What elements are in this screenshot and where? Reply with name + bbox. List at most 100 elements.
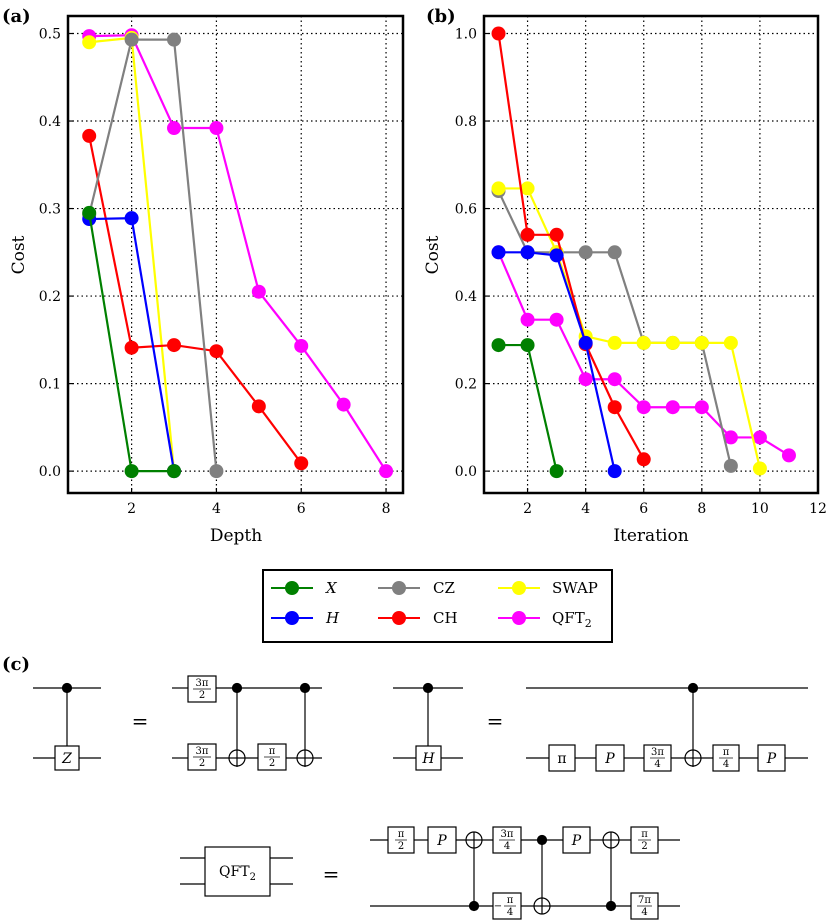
- xtick-label: 6: [297, 501, 306, 517]
- ytick-label: 0.3: [39, 202, 61, 218]
- data-point-swap: [694, 335, 709, 350]
- gate-p-2: [757, 744, 786, 772]
- xtick-label: 2: [523, 501, 532, 517]
- xtick-label: 6: [639, 501, 648, 517]
- frac-num: π: [641, 829, 648, 840]
- data-point-ch: [167, 338, 182, 353]
- frac-den: 4: [654, 759, 660, 770]
- legend-label-qft-sub: 2: [585, 617, 592, 630]
- data-point-swap: [752, 461, 767, 476]
- ytick-label: 0.4: [39, 114, 61, 130]
- panel-label-c: (c): [2, 654, 30, 675]
- ch-decomposition: π P P 3π 4 π 4: [526, 682, 808, 772]
- data-point-swap: [665, 335, 680, 350]
- data-point-swap: [520, 181, 535, 196]
- qft2-decomposition: π 2 P 3π 4 P π 2 − π 4 7π 4: [370, 826, 680, 920]
- legend-label-cz: CZ: [433, 579, 455, 597]
- frac-den: 4: [641, 907, 647, 918]
- series-line-h: [498, 251, 616, 472]
- data-point-qft2: [781, 448, 796, 463]
- equals-2: =: [487, 709, 504, 733]
- data-point-qft2: [578, 372, 593, 387]
- legend-label-x: X: [325, 579, 338, 597]
- series-line-swap: [498, 187, 761, 469]
- data-point-swap: [82, 35, 97, 50]
- data-point-ch: [549, 227, 564, 242]
- ytick-label: 0.5: [39, 27, 61, 43]
- control-dot: [605, 900, 617, 912]
- data-point-qft2: [549, 312, 564, 327]
- legend-label-qft-main: QFT: [552, 609, 585, 627]
- control-dot: [231, 682, 243, 694]
- data-point-h: [520, 245, 535, 260]
- control-dot: [422, 682, 434, 694]
- data-point-ch: [607, 400, 622, 415]
- xtick-label: 2: [127, 501, 136, 517]
- panel-label-a: (a): [2, 6, 31, 27]
- xtick-label: 10: [751, 501, 769, 517]
- xtick-label: 12: [809, 501, 827, 517]
- data-point-ch: [520, 227, 535, 242]
- ytick-label: 0.0: [39, 464, 61, 480]
- series-line-qft2: [89, 34, 387, 472]
- data-point-qft2: [694, 400, 709, 415]
- qft2-label: QFT2: [219, 864, 256, 883]
- legend-label-swap: SWAP: [552, 579, 598, 597]
- frac-den: 2: [199, 758, 205, 769]
- data-point-cz: [723, 458, 738, 473]
- data-point-qft2: [209, 121, 224, 136]
- legend-label-ch: CH: [433, 609, 458, 627]
- chart-a: Cost Depth 2 4 6 8 0.0 0.1 0.2 0.3 0.4 0.5: [9, 14, 405, 546]
- data-point-x: [491, 338, 506, 353]
- legend-marker-cz: [392, 581, 406, 595]
- data-point-ch: [82, 128, 97, 143]
- data-point-qft2: [336, 397, 351, 412]
- chart-b-ylabel: Cost: [423, 235, 443, 274]
- legend: X H CZ CH SWAP QFT2: [262, 569, 613, 643]
- series-line-ch: [497, 33, 645, 460]
- data-point-ch: [251, 399, 266, 414]
- control-dot: [61, 682, 73, 694]
- data-point-ch: [636, 452, 651, 467]
- series-line-cz: [88, 38, 218, 472]
- legend-label-h: H: [325, 609, 340, 627]
- data-point-x: [549, 464, 564, 479]
- ytick-label: 0.4: [455, 289, 477, 305]
- frac-num: 3π: [651, 747, 664, 758]
- qft2-circuit-left: QFT2: [180, 846, 293, 897]
- legend-entry-qft2: QFT2: [498, 609, 592, 630]
- frac-num: π: [723, 747, 730, 758]
- gate-p-label: P: [604, 751, 615, 767]
- gate-h-label: H: [421, 751, 435, 767]
- data-point-qft2: [607, 372, 622, 387]
- legend-entry-x: X: [271, 579, 338, 597]
- data-point-qft2: [636, 400, 651, 415]
- data-point-h: [549, 248, 564, 263]
- data-point-x: [520, 338, 535, 353]
- plot-frame: [482, 14, 820, 495]
- frac-den: 2: [641, 841, 647, 852]
- legend-marker-qft2: [512, 611, 526, 625]
- cz-circuit-left: Z: [33, 682, 101, 771]
- control-dot: [687, 682, 699, 694]
- gate-p-label: P: [571, 833, 582, 849]
- data-point-qft2: [379, 464, 394, 479]
- legend-marker-ch: [392, 611, 406, 625]
- frac-den: 4: [723, 759, 729, 770]
- data-point-cz: [167, 32, 182, 47]
- data-point-cz: [124, 32, 139, 47]
- xtick-label: 8: [697, 501, 706, 517]
- chart-a-xlabel: Depth: [210, 526, 262, 546]
- xtick-label: 8: [382, 501, 391, 517]
- xtick-label: 4: [581, 501, 590, 517]
- gate-pi: [548, 744, 576, 772]
- data-point-qft2: [752, 430, 767, 445]
- data-point-qft2: [723, 430, 738, 445]
- data-point-h: [124, 211, 139, 226]
- data-point-swap: [491, 181, 506, 196]
- data-point-cz: [209, 464, 224, 479]
- data-point-x: [82, 205, 97, 220]
- ytick-label: 0.2: [455, 377, 477, 393]
- frac-den: 2: [269, 758, 275, 769]
- data-point-ch: [124, 340, 139, 355]
